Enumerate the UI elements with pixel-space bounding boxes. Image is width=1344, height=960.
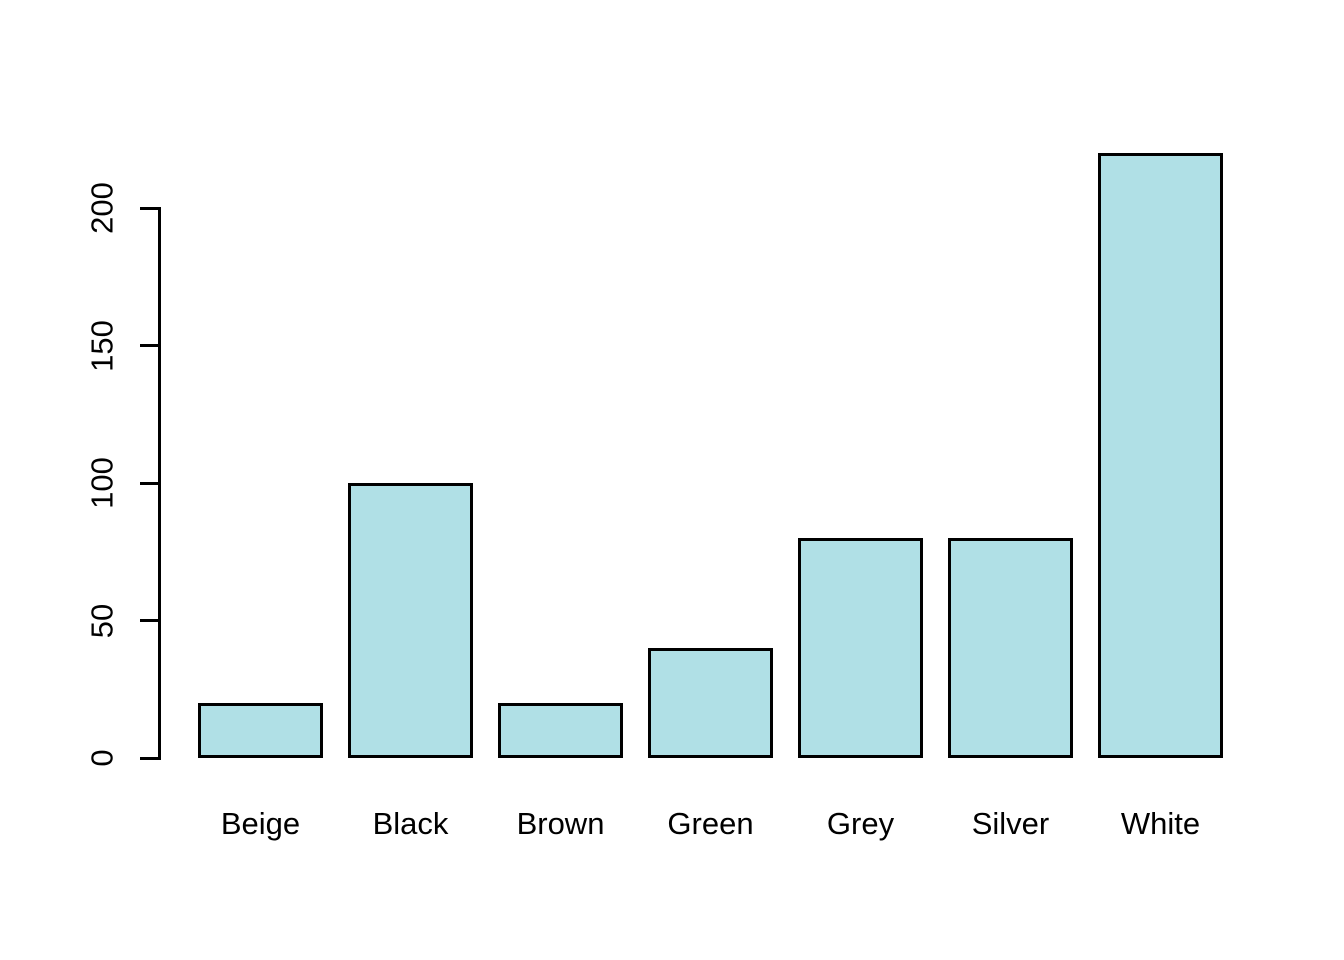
category-label-silver: Silver [971,806,1050,841]
y-axis-tick [140,206,158,210]
bar-brown [498,703,623,758]
y-axis-tick [140,619,158,622]
bar-silver [948,538,1073,758]
category-label-grey: Grey [826,806,895,841]
bar-grey [798,538,923,758]
y-axis-tick-label: 200 [84,182,120,234]
bar-beige [198,703,323,758]
bar-white [1098,153,1223,758]
category-label-white: White [1120,806,1201,841]
category-label-brown: Brown [516,806,605,841]
category-label-beige: Beige [220,806,301,841]
y-axis-tick-label: 50 [84,603,120,638]
y-axis-tick-label: 0 [84,749,120,767]
category-label-black: Black [372,806,449,841]
y-axis-tick [140,481,158,485]
category-label-green: Green [667,806,754,841]
y-axis-tick-label: 150 [84,319,120,372]
y-axis-tick [140,344,158,347]
y-axis-tick-label: 100 [84,457,120,509]
y-axis-tick [140,756,158,760]
bar-green [648,648,773,758]
y-axis-line [158,206,161,760]
bar-black [348,483,473,758]
